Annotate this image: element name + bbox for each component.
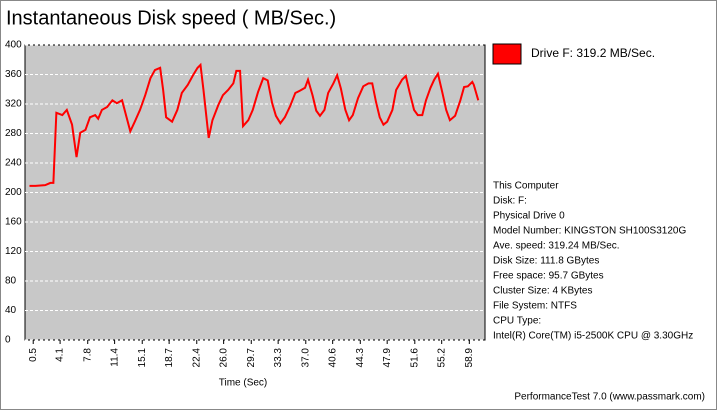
x-tick-label: 7.8: [82, 348, 93, 362]
y-tick-label: 80: [5, 276, 17, 287]
info-line: Model Number: KINGSTON SH100S3120G: [493, 226, 686, 237]
y-tick-label: 160: [5, 217, 22, 228]
x-tick-label: 29.7: [246, 348, 257, 368]
y-tick-label: 400: [5, 40, 22, 51]
info-line: This Computer: [493, 181, 559, 192]
y-tick-label: 0: [5, 335, 11, 346]
info-line: File System: NTFS: [493, 301, 577, 312]
info-line: Disk: F:: [493, 196, 527, 207]
y-tick-label: 280: [5, 128, 22, 139]
x-tick-label: 22.4: [191, 348, 202, 368]
x-tick-label: 55.2: [436, 348, 447, 368]
x-tick-label: 58.9: [464, 348, 475, 368]
y-tick-label: 360: [5, 69, 22, 80]
x-tick-label: 0.5: [28, 348, 39, 362]
y-tick-label: 200: [5, 187, 22, 198]
legend-swatch: [492, 43, 522, 65]
info-line: Ave. speed: 319.24 MB/Sec.: [493, 241, 620, 252]
x-tick-label: 33.3: [273, 348, 284, 368]
info-line: Disk Size: 111.8 GBytes: [493, 256, 599, 267]
y-tick-label: 120: [5, 246, 22, 257]
x-tick-label: 11.4: [109, 348, 120, 367]
x-tick-label: 44.3: [355, 348, 366, 368]
x-tick-label: 26.0: [218, 348, 229, 368]
x-tick-label: 15.1: [137, 348, 148, 368]
info-line: Physical Drive 0: [493, 211, 565, 222]
series-line: [29, 62, 480, 187]
y-tick-label: 40: [5, 305, 17, 316]
x-tick-label: 37.0: [300, 348, 311, 368]
x-tick-label: 4.1: [55, 348, 66, 362]
chart-title: Instantaneous Disk speed ( MB/Sec.): [6, 7, 336, 29]
x-tick-label: 40.6: [327, 348, 338, 368]
x-tick-label: 47.9: [382, 348, 393, 368]
legend-label: Drive F: 319.2 MB/Sec.: [531, 46, 655, 60]
footer: PerformanceTest 7.0 (www.passmark.com): [514, 392, 705, 403]
info-line: Intel(R) Core(TM) i5-2500K CPU @ 3.30GHz: [493, 331, 693, 342]
x-tick-label: 18.7: [164, 348, 175, 368]
y-tick-label: 320: [5, 99, 22, 110]
x-axis-label: Time (Sec): [219, 378, 268, 389]
y-tick-label: 240: [5, 158, 22, 169]
x-tick-label: 51.6: [409, 348, 420, 368]
info-line: Cluster Size: 4 KBytes: [493, 286, 592, 297]
info-line: Free space: 95.7 GBytes: [493, 271, 604, 282]
info-line: CPU Type:: [493, 316, 541, 327]
